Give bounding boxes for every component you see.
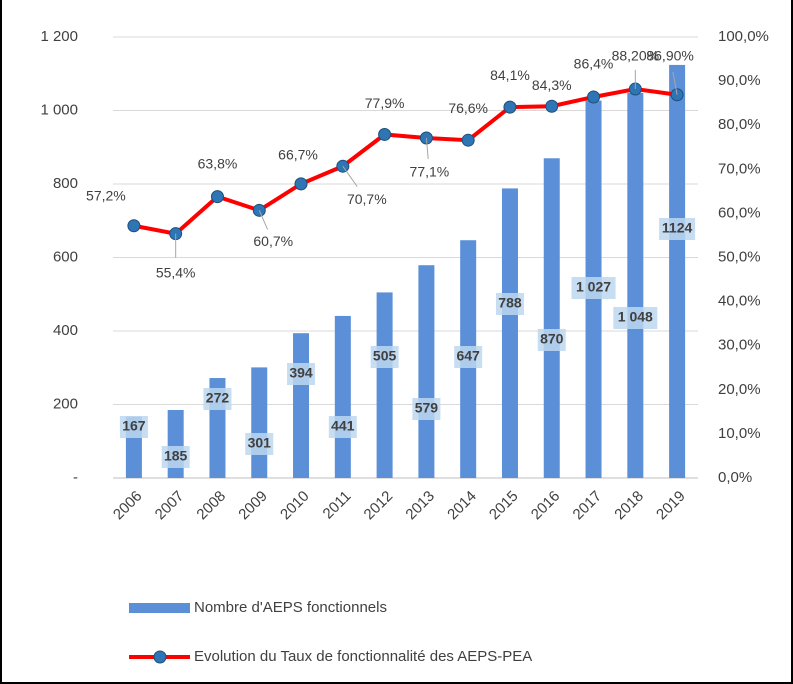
y-tick-label: 600 xyxy=(53,248,78,265)
line-value-label: 70,7% xyxy=(347,191,387,207)
label-box xyxy=(537,329,566,351)
legend-marker xyxy=(153,650,167,664)
y2-tick-label: 80,0% xyxy=(718,116,761,133)
y2-tick-label: 40,0% xyxy=(718,293,761,310)
label-box xyxy=(659,218,696,240)
line-value-label: 86,4% xyxy=(574,56,614,72)
bar xyxy=(543,158,560,478)
line-value-label: 88,20% xyxy=(612,48,659,64)
y2-tick-label: 50,0% xyxy=(718,248,761,265)
y2-tick-label: 100,0% xyxy=(718,28,769,45)
label-box xyxy=(245,433,274,455)
bar xyxy=(669,64,686,479)
y2-tick-label: 10,0% xyxy=(718,425,761,442)
bar xyxy=(334,315,351,478)
marker xyxy=(545,99,559,113)
marker xyxy=(461,133,475,147)
y2-tick-label: 70,0% xyxy=(718,160,761,177)
bar-value-label: 272 xyxy=(206,390,230,406)
bar xyxy=(293,333,310,478)
leader-line xyxy=(258,210,269,230)
marker xyxy=(587,90,601,104)
bar-value-label: 505 xyxy=(373,348,397,364)
marker xyxy=(210,190,224,204)
bar-value-label: 441 xyxy=(331,418,355,434)
line-value-label: 66,7% xyxy=(278,147,318,163)
label-box xyxy=(571,277,616,299)
line-value-label: 86,90% xyxy=(646,47,693,63)
bar-value-label: 579 xyxy=(415,400,439,416)
bar-value-label: 870 xyxy=(540,331,564,347)
line-value-label: 57,2% xyxy=(86,187,126,203)
y-tick-label: 1 000 xyxy=(40,101,78,118)
marker xyxy=(378,127,392,141)
bar-value-label: 394 xyxy=(289,365,313,381)
legend-swatch xyxy=(129,603,190,613)
line-value-label: 84,3% xyxy=(532,77,572,93)
bar-value-label: 167 xyxy=(122,418,146,434)
line-value-label: 84,1% xyxy=(490,67,530,83)
line-value-label: 76,6% xyxy=(448,100,488,116)
y2-tick-label: 0,0% xyxy=(718,469,752,486)
y2-tick-label: 90,0% xyxy=(718,72,761,89)
bar xyxy=(418,265,435,478)
bar-value-label: 1 048 xyxy=(618,309,653,325)
label-box xyxy=(412,398,441,420)
y2-tick-label: 30,0% xyxy=(718,337,761,354)
bar-value-label: 788 xyxy=(498,295,522,311)
leader-line xyxy=(672,71,678,95)
line xyxy=(133,87,678,236)
y-tick-label: 1 200 xyxy=(40,28,78,45)
marker xyxy=(503,100,517,114)
y-tick-label: 800 xyxy=(53,175,78,192)
label-box xyxy=(203,388,232,410)
bar-value-label: 1 027 xyxy=(576,279,611,295)
label-box xyxy=(328,416,357,438)
bar xyxy=(251,367,268,478)
bar xyxy=(376,292,393,478)
line-value-label: 77,9% xyxy=(365,95,405,111)
line-value-label: 77,1% xyxy=(410,164,450,180)
y2-tick-label: 60,0% xyxy=(718,204,761,221)
legend-label: Nombre d'AEPS fonctionnels xyxy=(194,599,387,616)
bar-value-label: 185 xyxy=(164,448,188,464)
y-tick-label: 400 xyxy=(53,322,78,339)
bar-value-label: 301 xyxy=(248,435,272,451)
leader-line xyxy=(342,165,358,187)
bar xyxy=(627,92,644,479)
label-box xyxy=(161,446,190,468)
line-value-label: 63,8% xyxy=(198,155,238,171)
label-box xyxy=(495,293,524,315)
bar-value-label: 1124 xyxy=(662,220,693,236)
y2-tick-label: 20,0% xyxy=(718,381,761,398)
label-box xyxy=(119,416,148,438)
bar xyxy=(501,188,518,478)
label-box xyxy=(613,307,658,329)
leader-line xyxy=(425,137,429,160)
label-box xyxy=(454,346,483,368)
marker xyxy=(127,219,141,233)
legend-label: Evolution du Taux de fonctionnalité des … xyxy=(194,648,532,665)
bar-value-label: 647 xyxy=(456,348,480,364)
label-box xyxy=(370,346,399,368)
y-tick-label: 200 xyxy=(53,395,78,412)
label-box xyxy=(287,363,316,385)
line-value-label: 60,7% xyxy=(253,233,293,249)
marker xyxy=(294,177,308,191)
y-tick-label: - xyxy=(73,469,78,486)
line-value-label: 55,4% xyxy=(156,264,196,280)
